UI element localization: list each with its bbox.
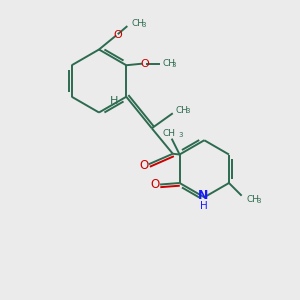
Text: H: H	[110, 96, 118, 106]
Text: O: O	[139, 159, 148, 172]
Text: 3: 3	[256, 198, 260, 204]
Text: CH: CH	[163, 129, 176, 138]
Text: O: O	[140, 59, 149, 69]
Text: 3: 3	[172, 62, 176, 68]
Text: CH: CH	[246, 195, 259, 204]
Text: N: N	[198, 189, 208, 202]
Text: 3: 3	[185, 109, 190, 115]
Text: CH: CH	[175, 106, 188, 115]
Text: CH: CH	[132, 19, 145, 28]
Text: 3: 3	[179, 132, 183, 138]
Text: CH: CH	[162, 59, 175, 68]
Text: H: H	[200, 201, 207, 211]
Text: O: O	[113, 29, 122, 40]
Text: 3: 3	[142, 22, 146, 28]
Text: O: O	[150, 178, 160, 191]
